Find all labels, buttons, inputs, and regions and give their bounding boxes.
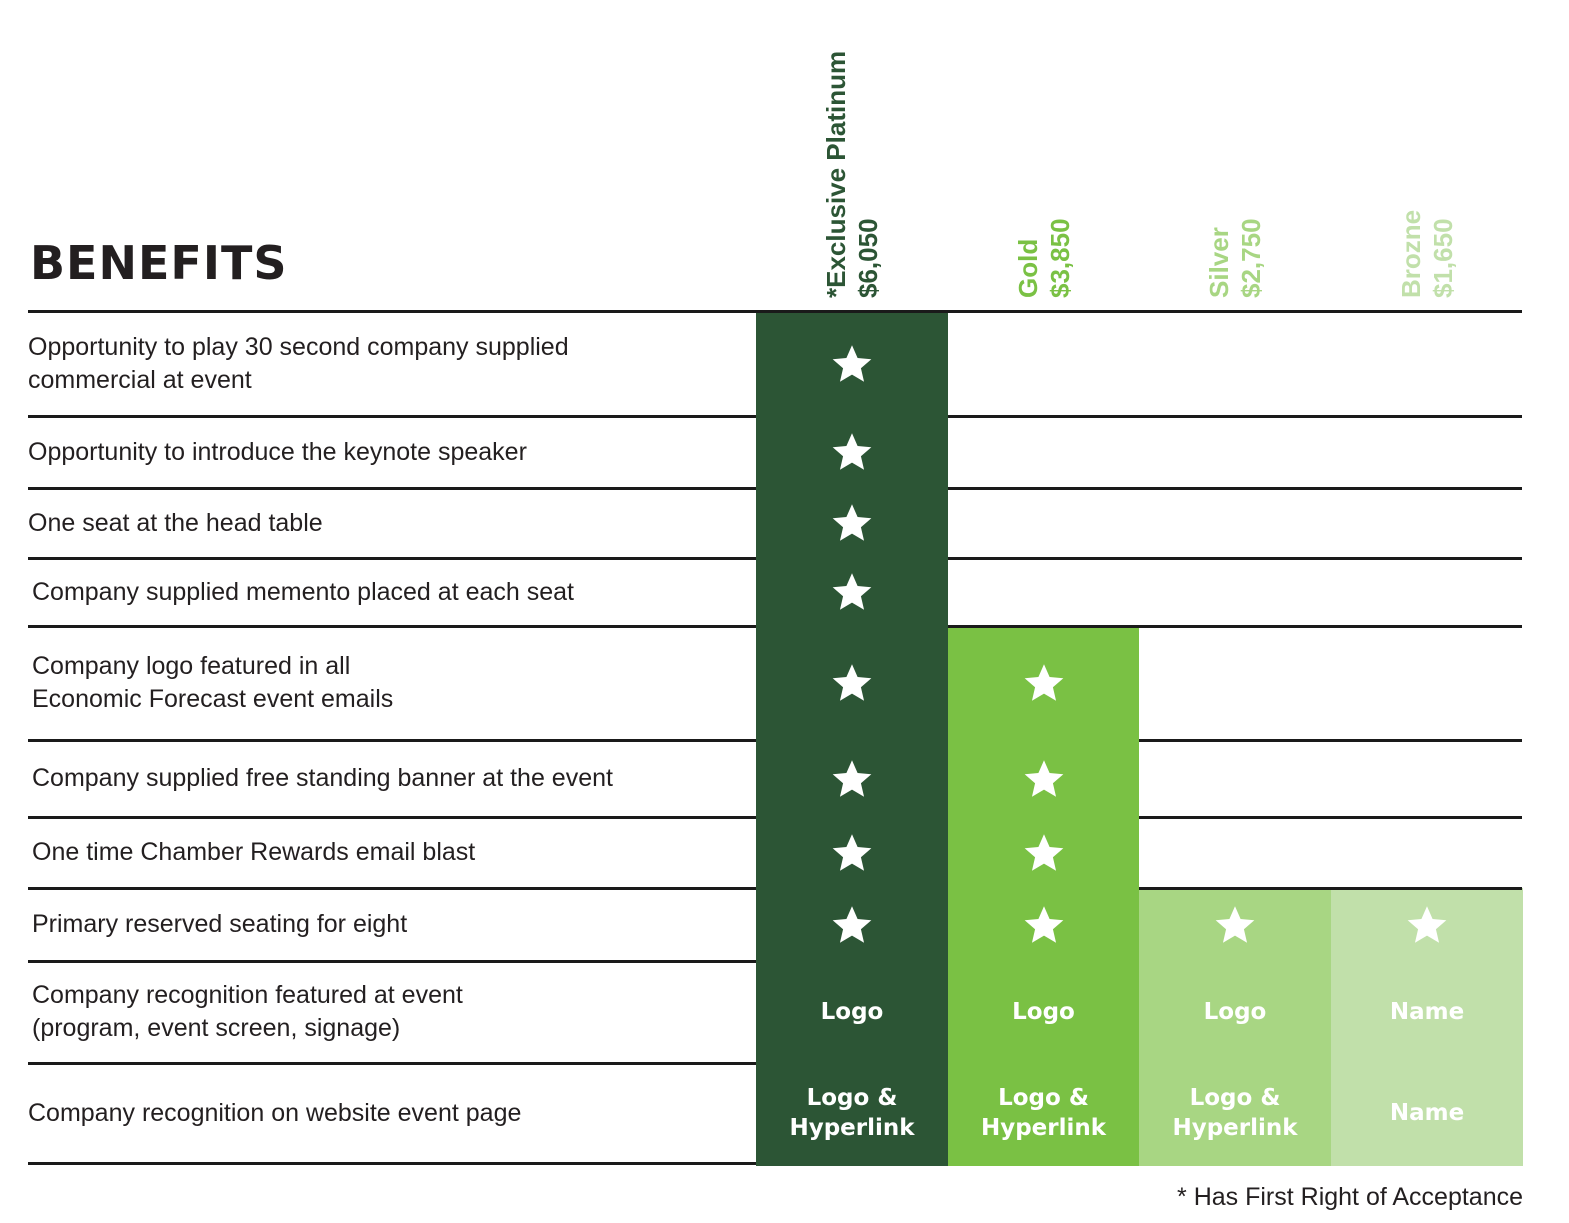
tier-name: *Exclusive Platinum [821,50,851,298]
benefit-text: Company recognition featured at event (p… [32,981,463,1042]
row-divider [948,557,1522,560]
star-icon [1331,888,1523,961]
benefit-text: Company recognition on website event pag… [28,1098,522,1127]
benefit-text: Primary reserved seating for eight [32,910,408,938]
tier-price: $1,650 [1428,218,1458,298]
tier-price: $3,850 [1044,218,1075,298]
recognition-cell: Logo [820,999,884,1025]
column-fill-gold [948,626,1139,1166]
row-divider [948,487,1522,490]
tier-price: $2,750 [1236,218,1266,298]
tier-name: Gold [1012,238,1043,298]
tier-header-exclusive-platinum: *Exclusive Platinum $6,050 [820,51,884,298]
footnote: * Has First Right of Acceptance [1177,1183,1523,1211]
star-icon [756,817,948,888]
star-icon [948,888,1139,961]
benefit-label: Company logo featured in all Economic Fo… [32,626,752,740]
row-divider [28,960,756,963]
star-icon [756,626,948,740]
row-divider [28,557,756,560]
page-title: BENEFITS [30,236,288,290]
benefit-label: Company recognition on website event pag… [28,1063,748,1163]
row-divider [1139,739,1522,742]
tier-header-gold: Gold $3,850 [1012,218,1076,298]
recognition-cell: Logo [1012,999,1075,1025]
tier-name: Silver [1204,227,1234,298]
row-divider [28,1062,756,1065]
row-divider [28,625,756,628]
row-divider [948,625,1522,628]
row-divider [28,887,756,890]
benefit-label: Opportunity to play 30 second company su… [28,311,748,416]
benefit-text: Company supplied free standing banner at… [32,764,613,792]
star-icon [948,817,1139,888]
star-icon [756,311,948,416]
row-divider [1139,816,1522,819]
benefit-text: Company logo featured in all Economic Fo… [32,652,394,713]
row-divider [948,415,1522,418]
recognition-cell: Logo [1203,999,1267,1025]
star-icon [756,416,948,488]
row-divider [1139,887,1522,890]
star-icon [756,740,948,817]
benefit-text: Opportunity to play 30 second company su… [28,332,569,394]
star-icon [756,888,948,961]
recognition-cell: Logo & Hyperlink [789,1085,915,1141]
row-divider [756,310,1522,313]
benefit-text: One seat at the head table [28,508,323,537]
row-divider [28,739,756,742]
recognition-cell: Name [1389,1100,1465,1126]
benefit-label: Company supplied free standing banner at… [32,740,752,817]
tier-header-brozne: Brozne $1,650 [1395,210,1459,298]
star-icon [1139,888,1331,961]
star-icon [756,488,948,558]
benefit-label: One time Chamber Rewards email blast [32,817,752,888]
table-bottom-rule [28,1162,756,1165]
tier-header-silver: Silver $2,750 [1203,218,1267,298]
benefit-label: Primary reserved seating for eight [32,888,752,961]
benefit-text: One time Chamber Rewards email blast [32,838,476,866]
benefit-text: Company supplied memento placed at each … [32,577,574,606]
benefit-text: Opportunity to introduce the keynote spe… [28,437,527,466]
benefit-label: Company supplied memento placed at each … [32,558,752,626]
tier-price: $6,050 [853,218,883,298]
recognition-cell: Name [1389,999,1465,1025]
star-icon [948,740,1139,817]
row-divider [28,816,756,819]
tier-name: Brozne [1396,209,1426,298]
row-divider [28,310,756,313]
row-divider [28,487,756,490]
benefit-label: One seat at the head table [28,488,748,558]
star-icon [948,626,1139,740]
benefit-label: Company recognition featured at event (p… [32,961,752,1063]
row-divider [28,415,756,418]
star-icon [756,558,948,626]
benefit-label: Opportunity to introduce the keynote spe… [28,416,748,488]
recognition-cell: Logo & Hyperlink [1172,1085,1298,1141]
recognition-cell: Logo & Hyperlink [980,1085,1107,1141]
